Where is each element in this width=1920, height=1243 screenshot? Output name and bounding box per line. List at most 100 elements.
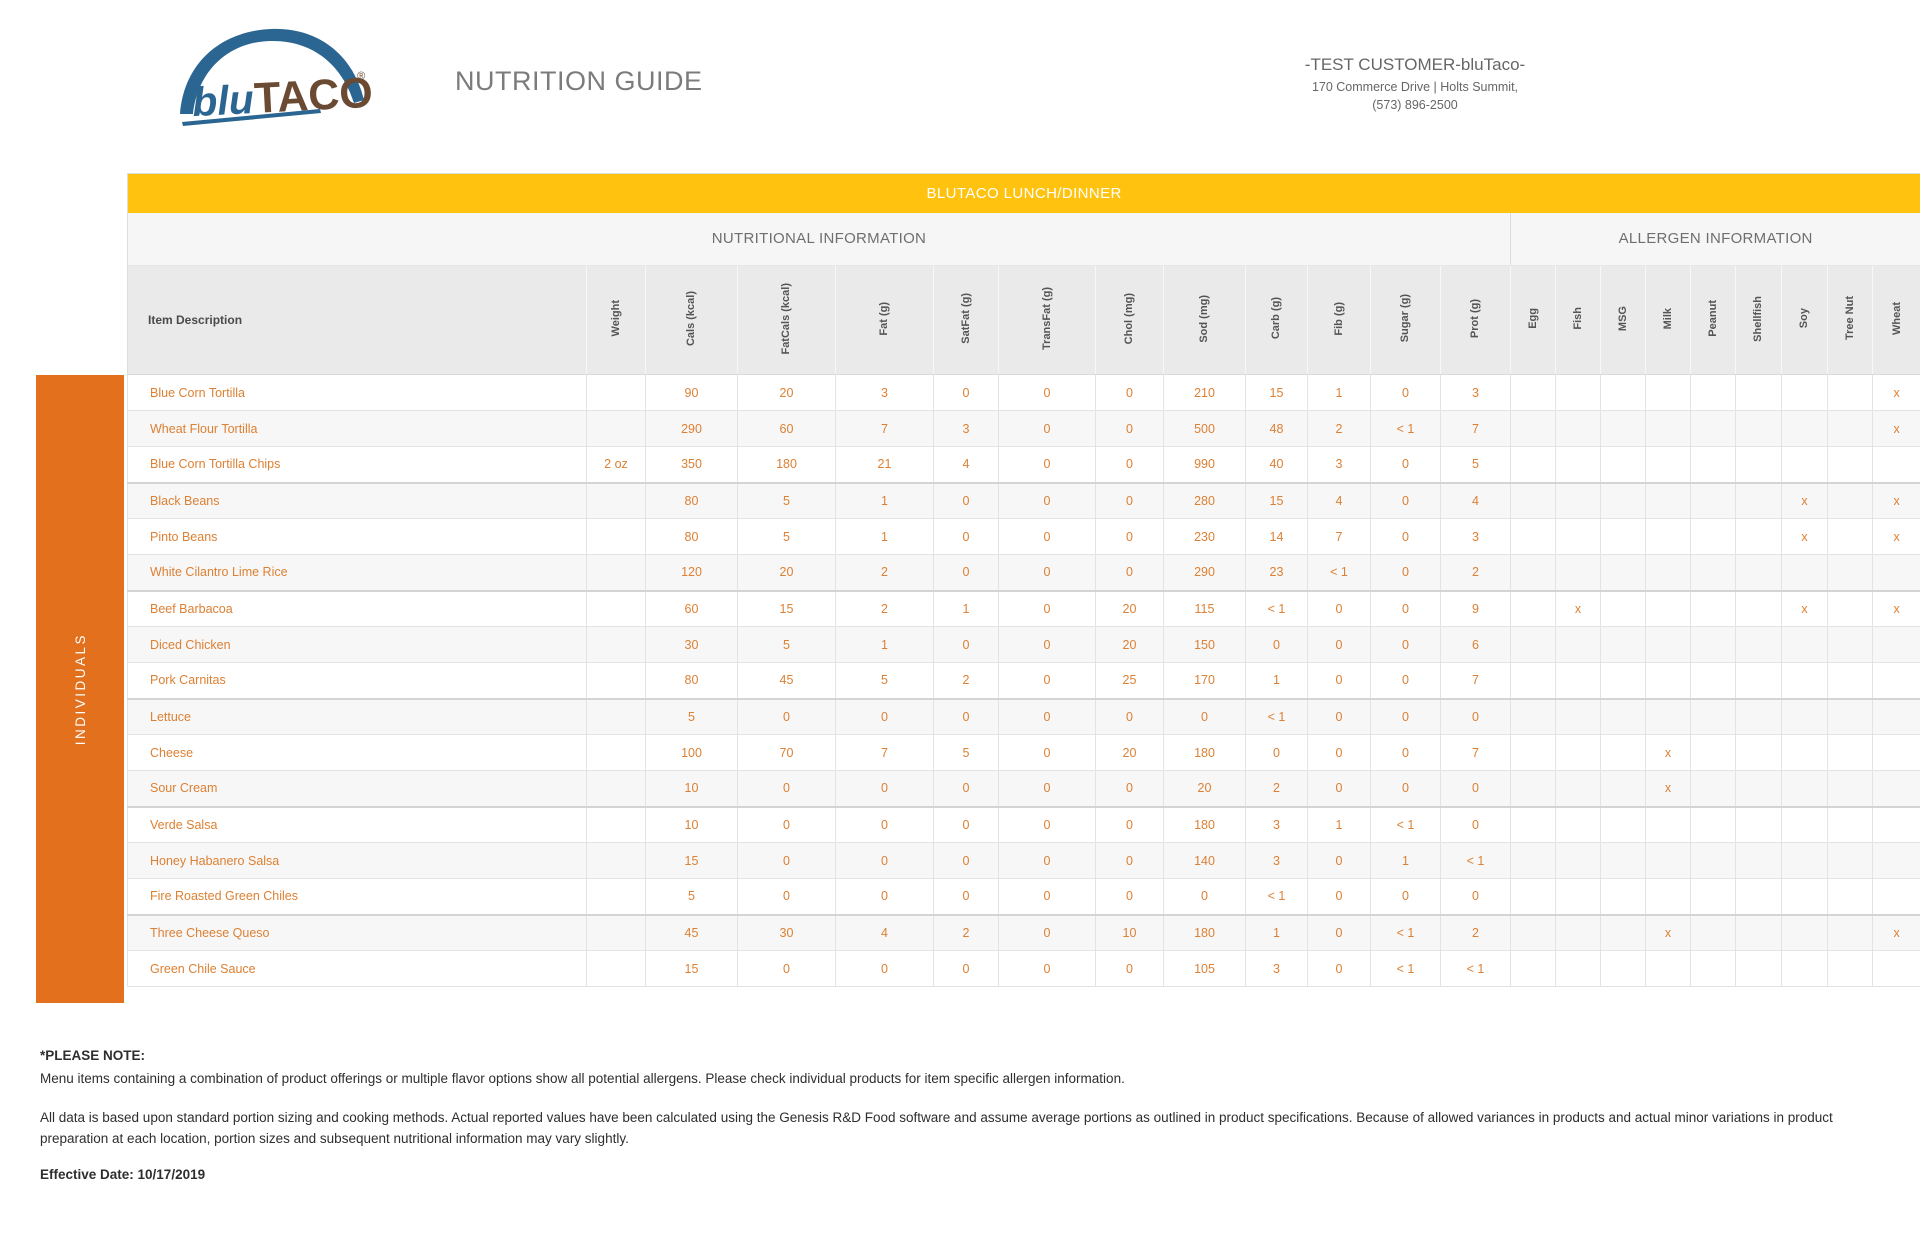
nutrition-value-chol-mg: 0 [1095,806,1164,843]
nutrition-value-fib-g: 7 [1307,518,1371,555]
allergen-cell [1781,842,1828,879]
nutrition-value-prot-g: 7 [1440,662,1511,700]
allergen-cell [1735,554,1782,592]
allergen-cell [1510,410,1556,447]
data-disclaimer: All data is based upon standard portion … [40,1110,1833,1147]
allergen-cell [1690,878,1736,916]
nutrition-value-carb-g: 3 [1245,842,1308,879]
allergen-cell [1510,554,1556,592]
item-name: Green Chile Sauce [127,950,587,987]
allergen-cell [1555,734,1601,771]
nutrition-value-fib-g: 4 [1307,482,1371,519]
nutrition-value-sod-mg: 210 [1163,374,1246,411]
item-name: Sour Cream [127,770,587,808]
nutrition-value-chol-mg: 0 [1095,374,1164,411]
allergen-cell [1735,626,1782,663]
nutrition-value-carb-g: 40 [1245,446,1308,484]
allergen-mark-soy: x [1781,590,1828,627]
nutrition-value-sugar-g: 0 [1370,590,1441,627]
weight-value [586,878,646,916]
nutrition-value-transfat-g: 0 [998,554,1096,592]
allergen-cell [1555,446,1601,484]
allergen-cell [1645,590,1691,627]
nutrition-value-chol-mg: 20 [1095,590,1164,627]
nutrition-value-cals-kcal: 5 [645,698,738,735]
allergen-cell [1735,878,1782,916]
allergen-cell [1871,554,1920,592]
nutrition-value-sugar-g: 1 [1370,842,1441,879]
item-name: Fire Roasted Green Chiles [127,878,587,916]
allergen-cell [1690,734,1736,771]
allergen-cell [1645,518,1691,555]
nutrition-value-fat-g: 0 [835,770,934,808]
allergen-cell [1827,482,1873,519]
weight-value [586,410,646,447]
nutrition-value-sod-mg: 990 [1163,446,1246,484]
nutrition-value-transfat-g: 0 [998,518,1096,555]
nutrition-value-carb-g: 14 [1245,518,1308,555]
allergen-cell [1871,878,1920,916]
allergen-cell [1600,842,1646,879]
item-name: Three Cheese Queso [127,914,587,951]
nutrition-value-cals-kcal: 100 [645,734,738,771]
logo-text-blu: blu [191,76,255,125]
nutrition-value-sugar-g: 0 [1370,482,1441,519]
allergen-cell [1555,698,1601,735]
nutrition-value-carb-g: 1 [1245,914,1308,951]
nutrition-value-sugar-g: 0 [1370,770,1441,808]
nutrition-value-chol-mg: 0 [1095,410,1164,447]
allergen-cell [1827,806,1873,843]
table-row: Black Beans 80 5 1 0 0 0 280 15 4 0 4 x x [127,482,1920,519]
item-name: White Cilantro Lime Rice [127,554,587,592]
allergen-cell [1735,806,1782,843]
nutrition-value-carb-g: 0 [1245,734,1308,771]
nutrition-value-sugar-g: < 1 [1370,950,1441,987]
item-name: Pinto Beans [127,518,587,555]
allergen-cell [1781,878,1828,916]
nutrition-value-sod-mg: 280 [1163,482,1246,519]
allergen-cell [1735,914,1782,951]
allergen-cell [1600,518,1646,555]
nutrition-value-prot-g: 7 [1440,734,1511,771]
weight-value [586,554,646,592]
nutrition-value-sugar-g: 0 [1370,446,1441,484]
weight-value [586,374,646,411]
column-header-label: Sod (mg) [1198,294,1211,343]
nutrition-value-cals-kcal: 90 [645,374,738,411]
weight-value [586,662,646,700]
group-label-text: INDIVIDUALS [72,632,88,746]
allergen-cell [1735,698,1782,735]
allergen-cell [1827,518,1873,555]
column-header-label: FatCals (kcal) [780,282,793,355]
allergen-cell [1690,554,1736,592]
column-header-label: Sugar (g) [1399,294,1412,343]
nutrition-value-fat-g: 0 [835,878,934,916]
nutrition-value-fatcals-kcal: 0 [737,698,836,735]
nutrition-value-sugar-g: < 1 [1370,914,1441,951]
group-label-individuals: INDIVIDUALS [36,375,124,1003]
nutrition-value-prot-g: 0 [1440,698,1511,735]
nutrition-value-transfat-g: 0 [998,626,1096,663]
customer-phone: (573) 896-2500 [1372,98,1458,113]
nutrition-value-fat-g: 7 [835,410,934,447]
allergen-cell [1510,590,1556,627]
nutrition-value-fatcals-kcal: 45 [737,662,836,700]
allergen-cell [1827,374,1873,411]
nutrition-value-satfat-g: 0 [933,806,999,843]
nutrition-value-sod-mg: 105 [1163,950,1246,987]
section-nutritional-information: NUTRITIONAL INFORMATION [127,212,1511,266]
item-name: Lettuce [127,698,587,735]
column-header-sod-mg: Sod (mg) [1163,265,1246,375]
nutrition-value-satfat-g: 0 [933,626,999,663]
allergen-cell [1600,374,1646,411]
nutrition-value-fatcals-kcal: 5 [737,482,836,519]
nutrition-value-cals-kcal: 120 [645,554,738,592]
weight-value [586,518,646,555]
nutrition-value-transfat-g: 0 [998,914,1096,951]
nutrition-value-fat-g: 0 [835,842,934,879]
allergen-cell [1690,950,1736,987]
blutaco-logo: blu TACO ® [168,24,376,128]
nutrition-value-sugar-g: 0 [1370,698,1441,735]
column-header-chol-mg: Chol (mg) [1095,265,1164,375]
column-header-weight: Weight [586,265,646,375]
